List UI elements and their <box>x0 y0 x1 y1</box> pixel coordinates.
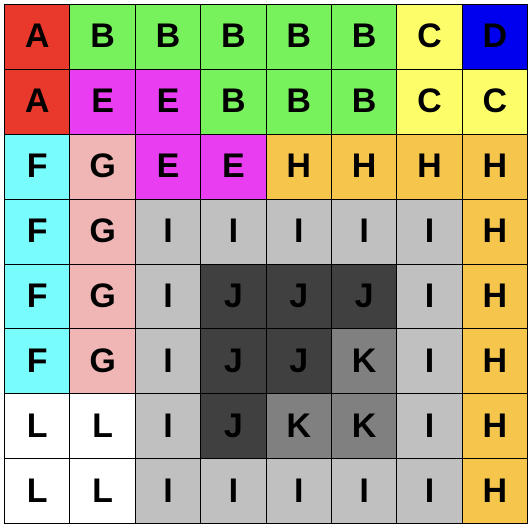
grid-cell[interactable]: E <box>135 134 201 199</box>
grid-cell[interactable]: F <box>5 134 70 199</box>
grid-cell[interactable]: J <box>201 394 266 459</box>
grid-cell[interactable]: B <box>70 5 135 69</box>
grid-cell[interactable]: G <box>70 264 135 329</box>
grid-cell[interactable]: B <box>201 69 266 134</box>
grid-cell[interactable]: I <box>397 394 462 459</box>
grid-cell[interactable]: E <box>135 69 201 134</box>
grid-cell[interactable]: I <box>331 459 397 523</box>
grid-cell[interactable]: H <box>397 134 462 199</box>
grid-cell[interactable]: B <box>331 5 397 69</box>
grid-cell[interactable]: J <box>201 329 266 394</box>
grid-cell[interactable]: I <box>135 199 201 264</box>
grid-cell[interactable]: B <box>266 69 331 134</box>
grid-cell[interactable]: I <box>135 394 201 459</box>
grid-cell[interactable]: F <box>5 264 70 329</box>
grid-cell[interactable]: H <box>331 134 397 199</box>
grid-cell[interactable]: H <box>462 329 527 394</box>
grid-cell[interactable]: K <box>331 394 397 459</box>
grid-cell[interactable]: L <box>70 459 135 523</box>
grid-cell[interactable]: A <box>5 5 70 69</box>
grid-cell[interactable]: J <box>331 264 397 329</box>
grid-cell[interactable]: G <box>70 199 135 264</box>
grid-cell[interactable]: I <box>135 459 201 523</box>
grid-cell[interactable]: C <box>397 5 462 69</box>
grid-cell[interactable]: B <box>135 5 201 69</box>
grid-cell[interactable]: I <box>397 199 462 264</box>
grid-cell[interactable]: B <box>201 5 266 69</box>
grid-cell[interactable]: I <box>201 459 266 523</box>
grid-cell[interactable]: A <box>5 69 70 134</box>
grid-cell[interactable]: J <box>266 329 331 394</box>
grid-cell[interactable]: H <box>266 134 331 199</box>
grid-cell[interactable]: I <box>266 199 331 264</box>
grid-cell[interactable]: I <box>135 329 201 394</box>
grid-cell[interactable]: I <box>397 459 462 523</box>
grid-cell[interactable]: H <box>462 134 527 199</box>
grid-cell[interactable]: H <box>462 199 527 264</box>
grid-cell[interactable]: J <box>201 264 266 329</box>
grid-cell[interactable]: H <box>462 264 527 329</box>
grid-cell[interactable]: H <box>462 459 527 523</box>
grid-cell[interactable]: I <box>331 199 397 264</box>
grid-cell[interactable]: I <box>397 264 462 329</box>
grid-cell[interactable]: K <box>331 329 397 394</box>
grid-cell[interactable]: G <box>70 329 135 394</box>
grid-cell[interactable]: I <box>201 199 266 264</box>
grid-cell[interactable]: B <box>331 69 397 134</box>
grid-cell[interactable]: E <box>70 69 135 134</box>
grid-cell[interactable]: L <box>5 459 70 523</box>
grid-cell[interactable]: F <box>5 329 70 394</box>
grid-cell[interactable]: D <box>462 5 527 69</box>
grid-cell[interactable]: B <box>266 5 331 69</box>
grid-cell[interactable]: F <box>5 199 70 264</box>
grid-cell[interactable]: J <box>266 264 331 329</box>
grid-cell[interactable]: L <box>70 394 135 459</box>
grid-cell[interactable]: C <box>397 69 462 134</box>
grid-cell[interactable]: I <box>135 264 201 329</box>
grid-cell[interactable]: I <box>397 329 462 394</box>
grid-cell[interactable]: G <box>70 134 135 199</box>
grid-cell[interactable]: H <box>462 394 527 459</box>
grid-cell[interactable]: C <box>462 69 527 134</box>
grid-cell[interactable]: L <box>5 394 70 459</box>
grid-cell[interactable]: I <box>266 459 331 523</box>
grid-cell[interactable]: K <box>266 394 331 459</box>
grid-cell[interactable]: E <box>201 134 266 199</box>
